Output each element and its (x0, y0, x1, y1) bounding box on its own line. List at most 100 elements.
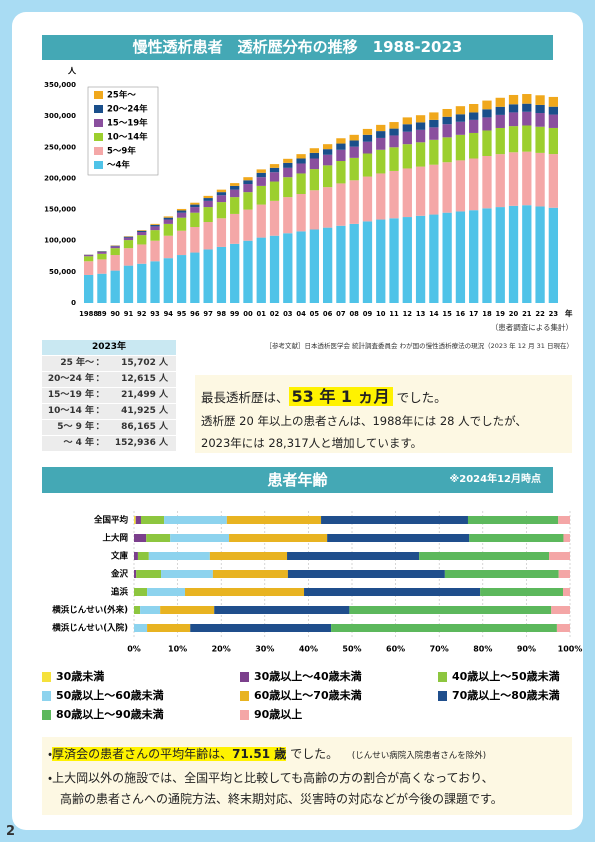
x-tick-label: 22 (535, 310, 545, 318)
x-tick-label: 50% (342, 645, 361, 654)
bar-segment (216, 218, 227, 247)
y-tick-label: 200,000 (44, 174, 76, 182)
text: でした。 (290, 747, 339, 761)
bar-segment (442, 162, 452, 213)
bar-segment (549, 552, 570, 560)
x-tick-label: 99 (230, 310, 240, 318)
bar-segment (230, 189, 240, 198)
bar-segment (296, 231, 306, 303)
bar-segment (469, 112, 479, 120)
bar-segment (229, 534, 328, 542)
bar-segment (495, 127, 505, 155)
bar-segment (442, 137, 452, 163)
x-tick-label: 06 (323, 310, 333, 318)
legend-label: 10～14年 (107, 132, 148, 143)
bar-segment (190, 624, 332, 632)
source-note: （患者調査による集計） (490, 323, 573, 332)
bar-segment (243, 177, 253, 181)
bar-segment (402, 217, 412, 303)
bar-segment (495, 207, 505, 303)
bar-segment (123, 248, 134, 266)
bar-segment (176, 212, 187, 218)
bar-segment (336, 183, 346, 226)
bar-segment (203, 207, 213, 223)
bar-segment (83, 261, 94, 275)
bar-segment (203, 195, 213, 199)
bar-segment (160, 606, 215, 614)
bar-segment (163, 235, 173, 259)
bar-segment (190, 207, 200, 213)
x-tick-label: 13 (416, 310, 426, 318)
bar-segment (467, 516, 559, 524)
bar-segment (349, 157, 359, 181)
bar-segment (469, 119, 479, 133)
bar-segment (349, 606, 552, 614)
bar-segment (203, 200, 213, 208)
bar-segment (163, 223, 173, 236)
x-tick-label: 90% (517, 645, 536, 654)
x-tick-label: 04 (296, 310, 306, 318)
bar-segment (146, 534, 171, 542)
bar-segment (376, 173, 386, 220)
bar-segment (469, 210, 479, 303)
x-tick-label: 40% (299, 645, 318, 654)
bar-segment (482, 130, 492, 157)
bar-segment (283, 197, 293, 234)
bar-segment (482, 208, 492, 303)
bar-segment (563, 534, 570, 542)
bar-segment (556, 624, 570, 632)
bar-segment (508, 152, 519, 206)
y-tick-label: 0 (71, 299, 76, 307)
text: (じんせい病院入院患者さんを除外) (351, 751, 487, 761)
bar-segment (429, 164, 439, 215)
x-tick-label: 07 (336, 310, 346, 318)
bar-segment (522, 151, 532, 206)
y-tick-label: 追浜 (111, 587, 129, 598)
x-tick-label: 00 (243, 310, 253, 318)
bar-segment (362, 221, 373, 303)
x-tick-label: 21 (522, 310, 532, 318)
bar-segment (230, 213, 240, 244)
bar-segment (137, 263, 147, 303)
bar-segment (283, 233, 293, 303)
y-tick-label: 300,000 (44, 112, 76, 120)
legend-swatch (94, 133, 103, 141)
legend-swatch (438, 672, 447, 682)
row-value: 15,702 人 (121, 358, 168, 368)
legend-swatch (438, 691, 447, 701)
section-title: 患者年齢 ※2024年12月時点 (42, 467, 553, 493)
bar-segment (97, 253, 107, 260)
x-tick-label: 17 (469, 310, 479, 318)
legend-swatch (94, 91, 103, 99)
footer-line: ・上大岡以外の施設では、全国平均と比較しても高齢の方の割合が高くなっており、 (48, 771, 494, 785)
bar-segment (176, 208, 187, 211)
legend-label: 15～19年 (107, 118, 148, 129)
summary-line: 最長透析歴は、 53 年 1 ヵ月 でした。 (201, 383, 566, 407)
bar-segment (256, 204, 266, 238)
legend-label: 40歳以上～50歳未満 (452, 669, 560, 683)
bar-segment (469, 103, 479, 113)
legend-swatch (42, 691, 51, 701)
bar-segment (309, 152, 320, 159)
x-tick-label: 91 (124, 310, 134, 318)
bar-segment (164, 516, 227, 524)
bar-segment (309, 190, 320, 230)
bar-segment (336, 143, 346, 150)
x-tick-label: 10 (376, 310, 386, 318)
bar-segment (226, 516, 322, 524)
bar-segment (296, 163, 306, 174)
bar-segment (176, 217, 187, 231)
bar-segment (97, 251, 107, 252)
bar-segment (230, 197, 240, 214)
legend-label: 20～24年 (107, 104, 148, 115)
bar-segment (522, 103, 532, 112)
bar-segment (97, 259, 107, 274)
x-tick-label: 12 (403, 310, 413, 318)
bar-segment (150, 223, 160, 225)
footer-line: ・厚済会の患者さんの平均年齢は、71.51 歳 でした。 (じんせい病院入院患者… (48, 745, 566, 762)
bar-segment (216, 246, 227, 303)
bar-segment (216, 192, 227, 196)
x-tick-label: 15 (442, 310, 452, 318)
bar-segment (269, 172, 280, 182)
